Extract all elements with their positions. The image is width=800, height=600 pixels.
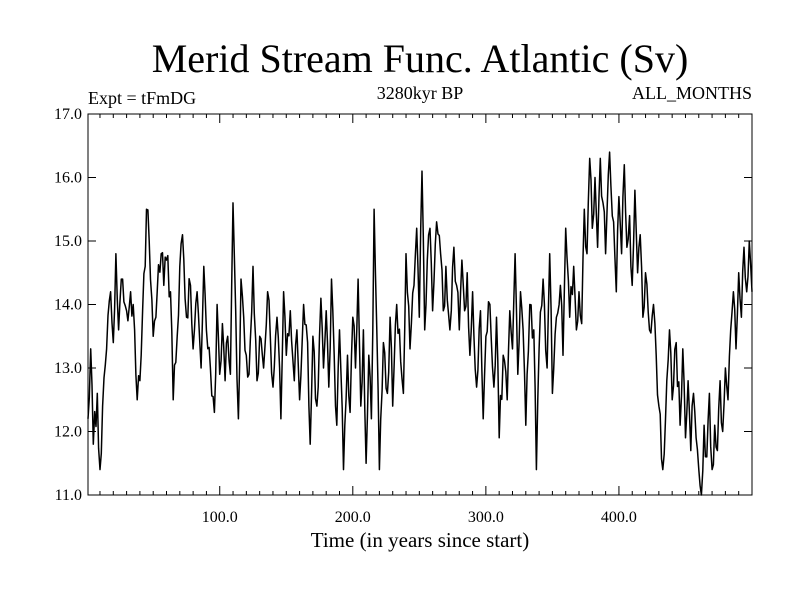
experiment-label: Expt = tFmDG	[88, 88, 196, 108]
y-tick-label: 14.0	[54, 297, 82, 314]
x-axis: 100.0 200.0 300.0 400.0	[99, 114, 740, 526]
y-tick-label: 13.0	[54, 360, 82, 377]
chart-title: Merid Stream Func. Atlantic (Sv)	[152, 36, 689, 81]
y-tick-label: 16.0	[54, 170, 82, 187]
x-tick-label: 200.0	[335, 509, 371, 526]
x-tick-label: 300.0	[468, 509, 504, 526]
x-axis-label: Time (in years since start)	[311, 528, 530, 552]
x-tick-label: 400.0	[601, 509, 637, 526]
series-line	[87, 151, 753, 496]
y-tick-label: 17.0	[54, 106, 82, 123]
y-tick-label: 11.0	[55, 487, 82, 504]
months-label: ALL_MONTHS	[632, 83, 752, 103]
x-tick-label: 100.0	[202, 509, 238, 526]
time-period-label: 3280kyr BP	[377, 83, 464, 103]
y-axis: 11.0 12.0 13.0 14.0 15.0 16.0 17.0	[54, 106, 752, 504]
y-tick-label: 15.0	[54, 233, 82, 250]
y-tick-label: 12.0	[54, 424, 82, 441]
